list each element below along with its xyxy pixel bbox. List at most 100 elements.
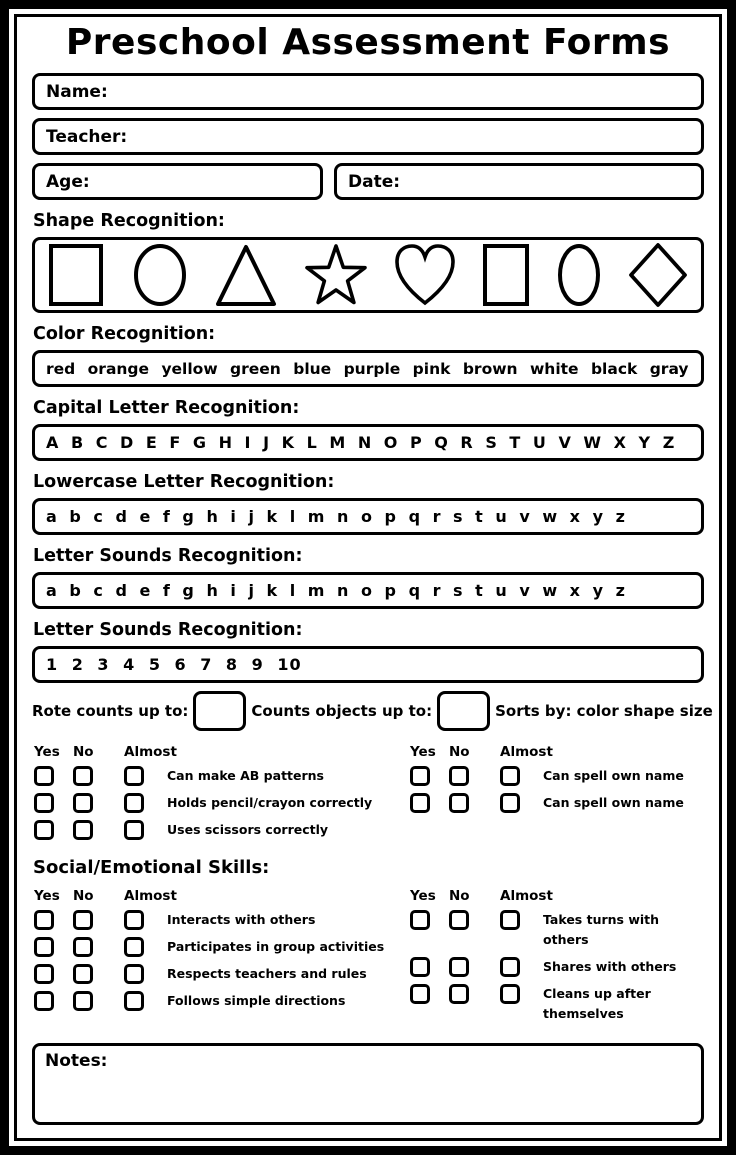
checklist-row: Follows simple directions — [34, 991, 410, 1011]
almost-checkbox[interactable] — [124, 820, 144, 840]
checklist-row: Uses scissors correctly — [34, 820, 410, 840]
no-checkbox[interactable] — [449, 957, 469, 977]
almost-header: Almost — [500, 888, 553, 904]
age-field[interactable]: Age: — [32, 163, 323, 200]
checklist-row: Can spell own name — [410, 793, 704, 813]
no-checkbox[interactable] — [73, 820, 93, 840]
yes-checkbox[interactable] — [34, 937, 54, 957]
shape-recognition-heading: Shape Recognition: — [33, 211, 225, 231]
no-header: No — [449, 888, 470, 904]
notes-label: Notes: — [45, 1051, 108, 1071]
skill-label: Participates in group activities — [167, 939, 385, 954]
social-checklist-left: Yes No Almost Interacts with others Part… — [32, 888, 410, 1031]
almost-checkbox[interactable] — [124, 793, 144, 813]
skill-label: Shares with others — [543, 959, 677, 974]
color-recognition-heading: Color Recognition: — [33, 324, 216, 344]
almost-checkbox[interactable] — [500, 910, 520, 930]
rote-counts-label: Rote counts up to: — [32, 702, 189, 720]
yes-checkbox[interactable] — [410, 957, 430, 977]
almost-checkbox[interactable] — [124, 937, 144, 957]
no-header: No — [449, 744, 470, 760]
rectangle-shape — [482, 242, 530, 308]
yes-checkbox[interactable] — [410, 766, 430, 786]
yes-header: Yes — [34, 888, 60, 904]
skill-label: Follows simple directions — [167, 993, 346, 1008]
no-checkbox[interactable] — [449, 910, 469, 930]
checklist-row: Respects teachers and rules — [34, 964, 410, 984]
page-title: Preschool Assessment Forms — [65, 22, 671, 63]
almost-header: Almost — [124, 744, 177, 760]
social-checklist-right: Yes No Almost Takes turns with others Sh… — [410, 888, 704, 1031]
checklist-row: Holds pencil/crayon correctly — [34, 793, 410, 813]
no-checkbox[interactable] — [73, 766, 93, 786]
name-field[interactable]: Name: — [32, 73, 704, 110]
skill-label: Cleans up after themselves — [543, 986, 651, 1021]
yes-checkbox[interactable] — [410, 793, 430, 813]
yes-header: Yes — [410, 888, 436, 904]
almost-checkbox[interactable] — [124, 910, 144, 930]
no-checkbox[interactable] — [73, 964, 93, 984]
triangle-shape — [214, 242, 278, 308]
sorts-by-label: Sorts by: color shape size — [495, 702, 713, 720]
almost-checkbox[interactable] — [500, 766, 520, 786]
no-checkbox[interactable] — [449, 766, 469, 786]
no-checkbox[interactable] — [449, 793, 469, 813]
social-checklist: Yes No Almost Interacts with others Part… — [32, 888, 704, 1031]
no-header: No — [73, 888, 94, 904]
almost-checkbox[interactable] — [500, 957, 520, 977]
date-field[interactable]: Date: — [334, 163, 704, 200]
counts-objects-field[interactable] — [437, 691, 491, 731]
skill-label: Can spell own name — [543, 795, 684, 810]
almost-checkbox[interactable] — [500, 793, 520, 813]
almost-checkbox[interactable] — [500, 984, 520, 1004]
no-checkbox[interactable] — [73, 910, 93, 930]
no-checkbox[interactable] — [73, 937, 93, 957]
skill-label: Holds pencil/crayon correctly — [167, 795, 373, 810]
notes-field[interactable]: Notes: — [32, 1043, 704, 1125]
skill-label: Uses scissors correctly — [167, 822, 329, 837]
age-label: Age: — [46, 171, 90, 192]
yes-checkbox[interactable] — [34, 991, 54, 1011]
rote-counts-field[interactable] — [193, 691, 247, 731]
skills-checklist-right: Yes No Almost Can spell own name Can spe… — [410, 744, 704, 847]
almost-checkbox[interactable] — [124, 991, 144, 1011]
oval-shape — [555, 242, 603, 308]
almost-header: Almost — [124, 888, 177, 904]
checklist-row: Can spell own name — [410, 766, 704, 786]
skill-label: Can make AB patterns — [167, 768, 324, 783]
no-checkbox[interactable] — [73, 991, 93, 1011]
yes-checkbox[interactable] — [34, 820, 54, 840]
number-recognition-box: 1 2 3 4 5 6 7 8 9 10 — [32, 646, 704, 683]
yes-checkbox[interactable] — [34, 766, 54, 786]
color-words: red orange yellow green blue purple pink… — [46, 359, 689, 378]
name-label: Name: — [46, 81, 108, 102]
yes-checkbox[interactable] — [34, 910, 54, 930]
yes-checkbox[interactable] — [410, 984, 430, 1004]
circle-shape — [131, 242, 189, 308]
shape-recognition-box — [32, 237, 704, 313]
no-checkbox[interactable] — [73, 793, 93, 813]
yes-checkbox[interactable] — [410, 910, 430, 930]
teacher-label: Teacher: — [46, 126, 128, 147]
inner-frame: Preschool Assessment Forms Name: Teacher… — [14, 14, 722, 1141]
capital-letter-box: A B C D E F G H I J K L M N O P Q R S T … — [32, 424, 704, 461]
letter-sounds-letters: a b c d e f g h i j k l m n o p q r s t … — [46, 581, 626, 600]
yes-checkbox[interactable] — [34, 793, 54, 813]
yes-checkbox[interactable] — [34, 964, 54, 984]
letter-sounds-box: a b c d e f g h i j k l m n o p q r s t … — [32, 572, 704, 609]
skill-label: Interacts with others — [167, 912, 316, 927]
counts-objects-label: Counts objects up to: — [251, 702, 433, 720]
capital-letters: A B C D E F G H I J K L M N O P Q R S T … — [46, 433, 675, 452]
teacher-field[interactable]: Teacher: — [32, 118, 704, 155]
heart-shape — [393, 243, 457, 307]
letter-sounds-heading: Letter Sounds Recognition: — [33, 546, 303, 566]
counting-row: Rote counts up to: Counts objects up to:… — [32, 691, 713, 731]
checklist-row: Interacts with others — [34, 910, 410, 930]
yes-header: Yes — [410, 744, 436, 760]
almost-header: Almost — [500, 744, 553, 760]
no-checkbox[interactable] — [449, 984, 469, 1004]
almost-checkbox[interactable] — [124, 766, 144, 786]
almost-checkbox[interactable] — [124, 964, 144, 984]
skill-label: Respects teachers and rules — [167, 966, 367, 981]
